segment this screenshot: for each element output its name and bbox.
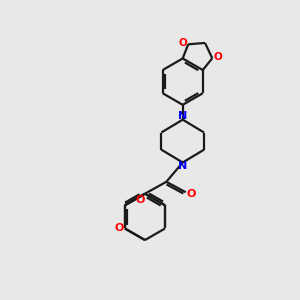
Text: O: O — [178, 38, 187, 48]
Text: N: N — [178, 111, 187, 121]
Text: O: O — [115, 224, 124, 233]
Text: O: O — [186, 189, 196, 199]
Text: N: N — [178, 161, 187, 171]
Text: O: O — [136, 196, 145, 206]
Text: O: O — [213, 52, 222, 62]
